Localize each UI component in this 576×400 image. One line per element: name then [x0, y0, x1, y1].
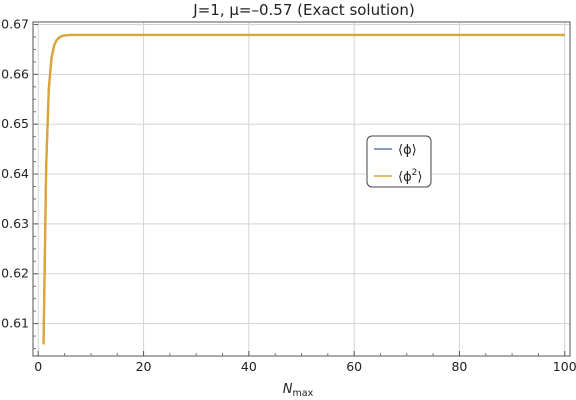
y-tick-label: 0.65	[1, 116, 29, 131]
x-tick-label: 60	[346, 359, 362, 374]
legend-label-phi-squared-exponent: 2	[412, 168, 418, 178]
legend-label-phi-text: ⟨ϕ⟩	[398, 143, 417, 158]
y-tick-label: 0.64	[1, 166, 29, 181]
y-tick-label: 0.66	[1, 66, 29, 81]
chart-title: J=1, μ=–0.57 (Exact solution)	[192, 1, 414, 19]
series-layer	[42, 33, 565, 345]
x-tick-label: 100	[553, 359, 576, 374]
y-tick-label: 0.67	[1, 16, 29, 31]
legend: ⟨ϕ⟩ ⟨ϕ2⟩	[366, 135, 432, 188]
axis-ticks: 0 20 40 60 80 100 0.61 0.62 0.63 0.64 0.65 0.66 0.67	[1, 16, 576, 374]
x-tick-label: 40	[241, 359, 257, 374]
x-axis-label-subscript: max	[293, 388, 314, 399]
x-axis-label-main: N	[283, 382, 293, 397]
x-axis-label: Nmax	[283, 382, 314, 399]
y-tick-label: 0.61	[1, 316, 29, 331]
legend-label-phi-squared: ⟨ϕ2⟩	[398, 168, 422, 185]
y-tick-label: 0.63	[1, 216, 29, 231]
y-tick-label: 0.62	[1, 266, 29, 281]
legend-label-phi-squared-close: ⟩	[417, 170, 422, 185]
legend-label-phi: ⟨ϕ⟩	[398, 143, 417, 158]
series-line-phi	[42, 33, 565, 345]
series-line-phi-squared	[42, 33, 565, 345]
grid-lines	[33, 22, 570, 356]
plot-frame	[32, 21, 571, 357]
legend-label-phi-squared-base: ⟨ϕ	[398, 170, 412, 185]
x-tick-label: 80	[451, 359, 467, 374]
x-tick-label: 20	[136, 359, 152, 374]
x-tick-label: 0	[34, 359, 42, 374]
